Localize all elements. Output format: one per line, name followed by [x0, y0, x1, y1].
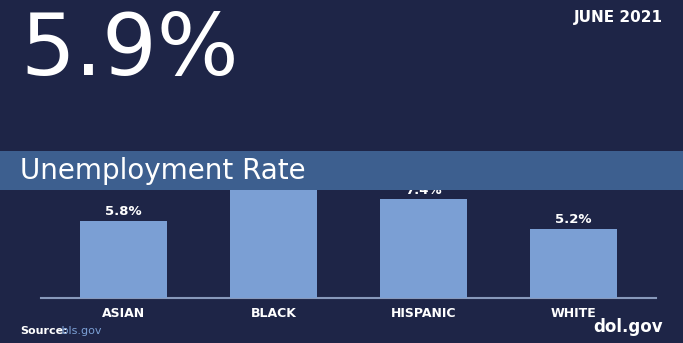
Text: JUNE 2021: JUNE 2021 — [574, 10, 663, 25]
Text: bls.gov: bls.gov — [58, 326, 102, 336]
Text: 9.2%: 9.2% — [255, 159, 292, 173]
Text: 7.4%: 7.4% — [405, 184, 442, 197]
Bar — [530, 229, 617, 298]
Bar — [80, 221, 167, 298]
Text: 5.8%: 5.8% — [105, 205, 142, 218]
Bar — [380, 199, 466, 298]
Text: Unemployment Rate: Unemployment Rate — [20, 157, 306, 185]
Text: 5.2%: 5.2% — [555, 213, 591, 226]
Bar — [230, 175, 317, 298]
Text: 5.9%: 5.9% — [20, 10, 239, 93]
Text: dol.gov: dol.gov — [593, 318, 663, 336]
Text: Source:: Source: — [20, 326, 68, 336]
